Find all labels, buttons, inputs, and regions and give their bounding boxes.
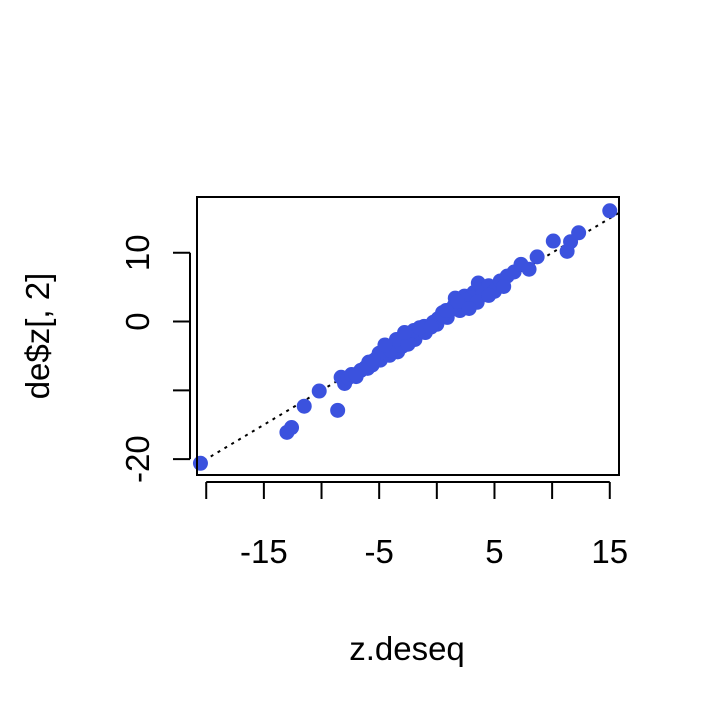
data-point	[311, 383, 327, 399]
data-point	[192, 455, 208, 471]
y-tick-label: 0	[119, 312, 156, 330]
plot-frame	[196, 196, 620, 476]
data-point	[400, 336, 416, 352]
data-point	[412, 320, 428, 336]
data-point	[377, 337, 393, 353]
data-point	[461, 300, 477, 316]
x-tick-label: 5	[485, 533, 503, 570]
x-axis: -15 -5 5 15	[205, 481, 628, 570]
data-point	[284, 420, 300, 436]
data-point	[438, 303, 454, 319]
data-point	[481, 287, 497, 303]
data-points	[192, 203, 618, 471]
data-point	[365, 353, 381, 369]
x-tick-label: -5	[365, 533, 394, 570]
data-point	[529, 249, 545, 265]
x-tick-label: 15	[591, 533, 628, 570]
y-tick-label: 10	[119, 234, 156, 271]
y-axis: -20 0 10	[119, 234, 191, 483]
x-tick-label: -15	[240, 533, 288, 570]
x-axis-title: z.deseq	[349, 630, 465, 667]
reference-line-layer	[196, 211, 620, 466]
data-point	[423, 319, 439, 335]
data-point	[545, 233, 561, 249]
reference-line	[196, 211, 620, 466]
data-point	[330, 402, 346, 418]
data-point	[296, 398, 312, 414]
data-point	[397, 325, 413, 341]
data-point	[348, 367, 364, 383]
data-point	[521, 261, 537, 277]
y-axis-title: de$z[, 2]	[19, 273, 56, 400]
y-tick-label: -20	[119, 435, 156, 483]
data-point	[602, 203, 618, 219]
data-point	[496, 278, 512, 294]
data-point	[571, 225, 587, 241]
data-point	[450, 294, 466, 310]
